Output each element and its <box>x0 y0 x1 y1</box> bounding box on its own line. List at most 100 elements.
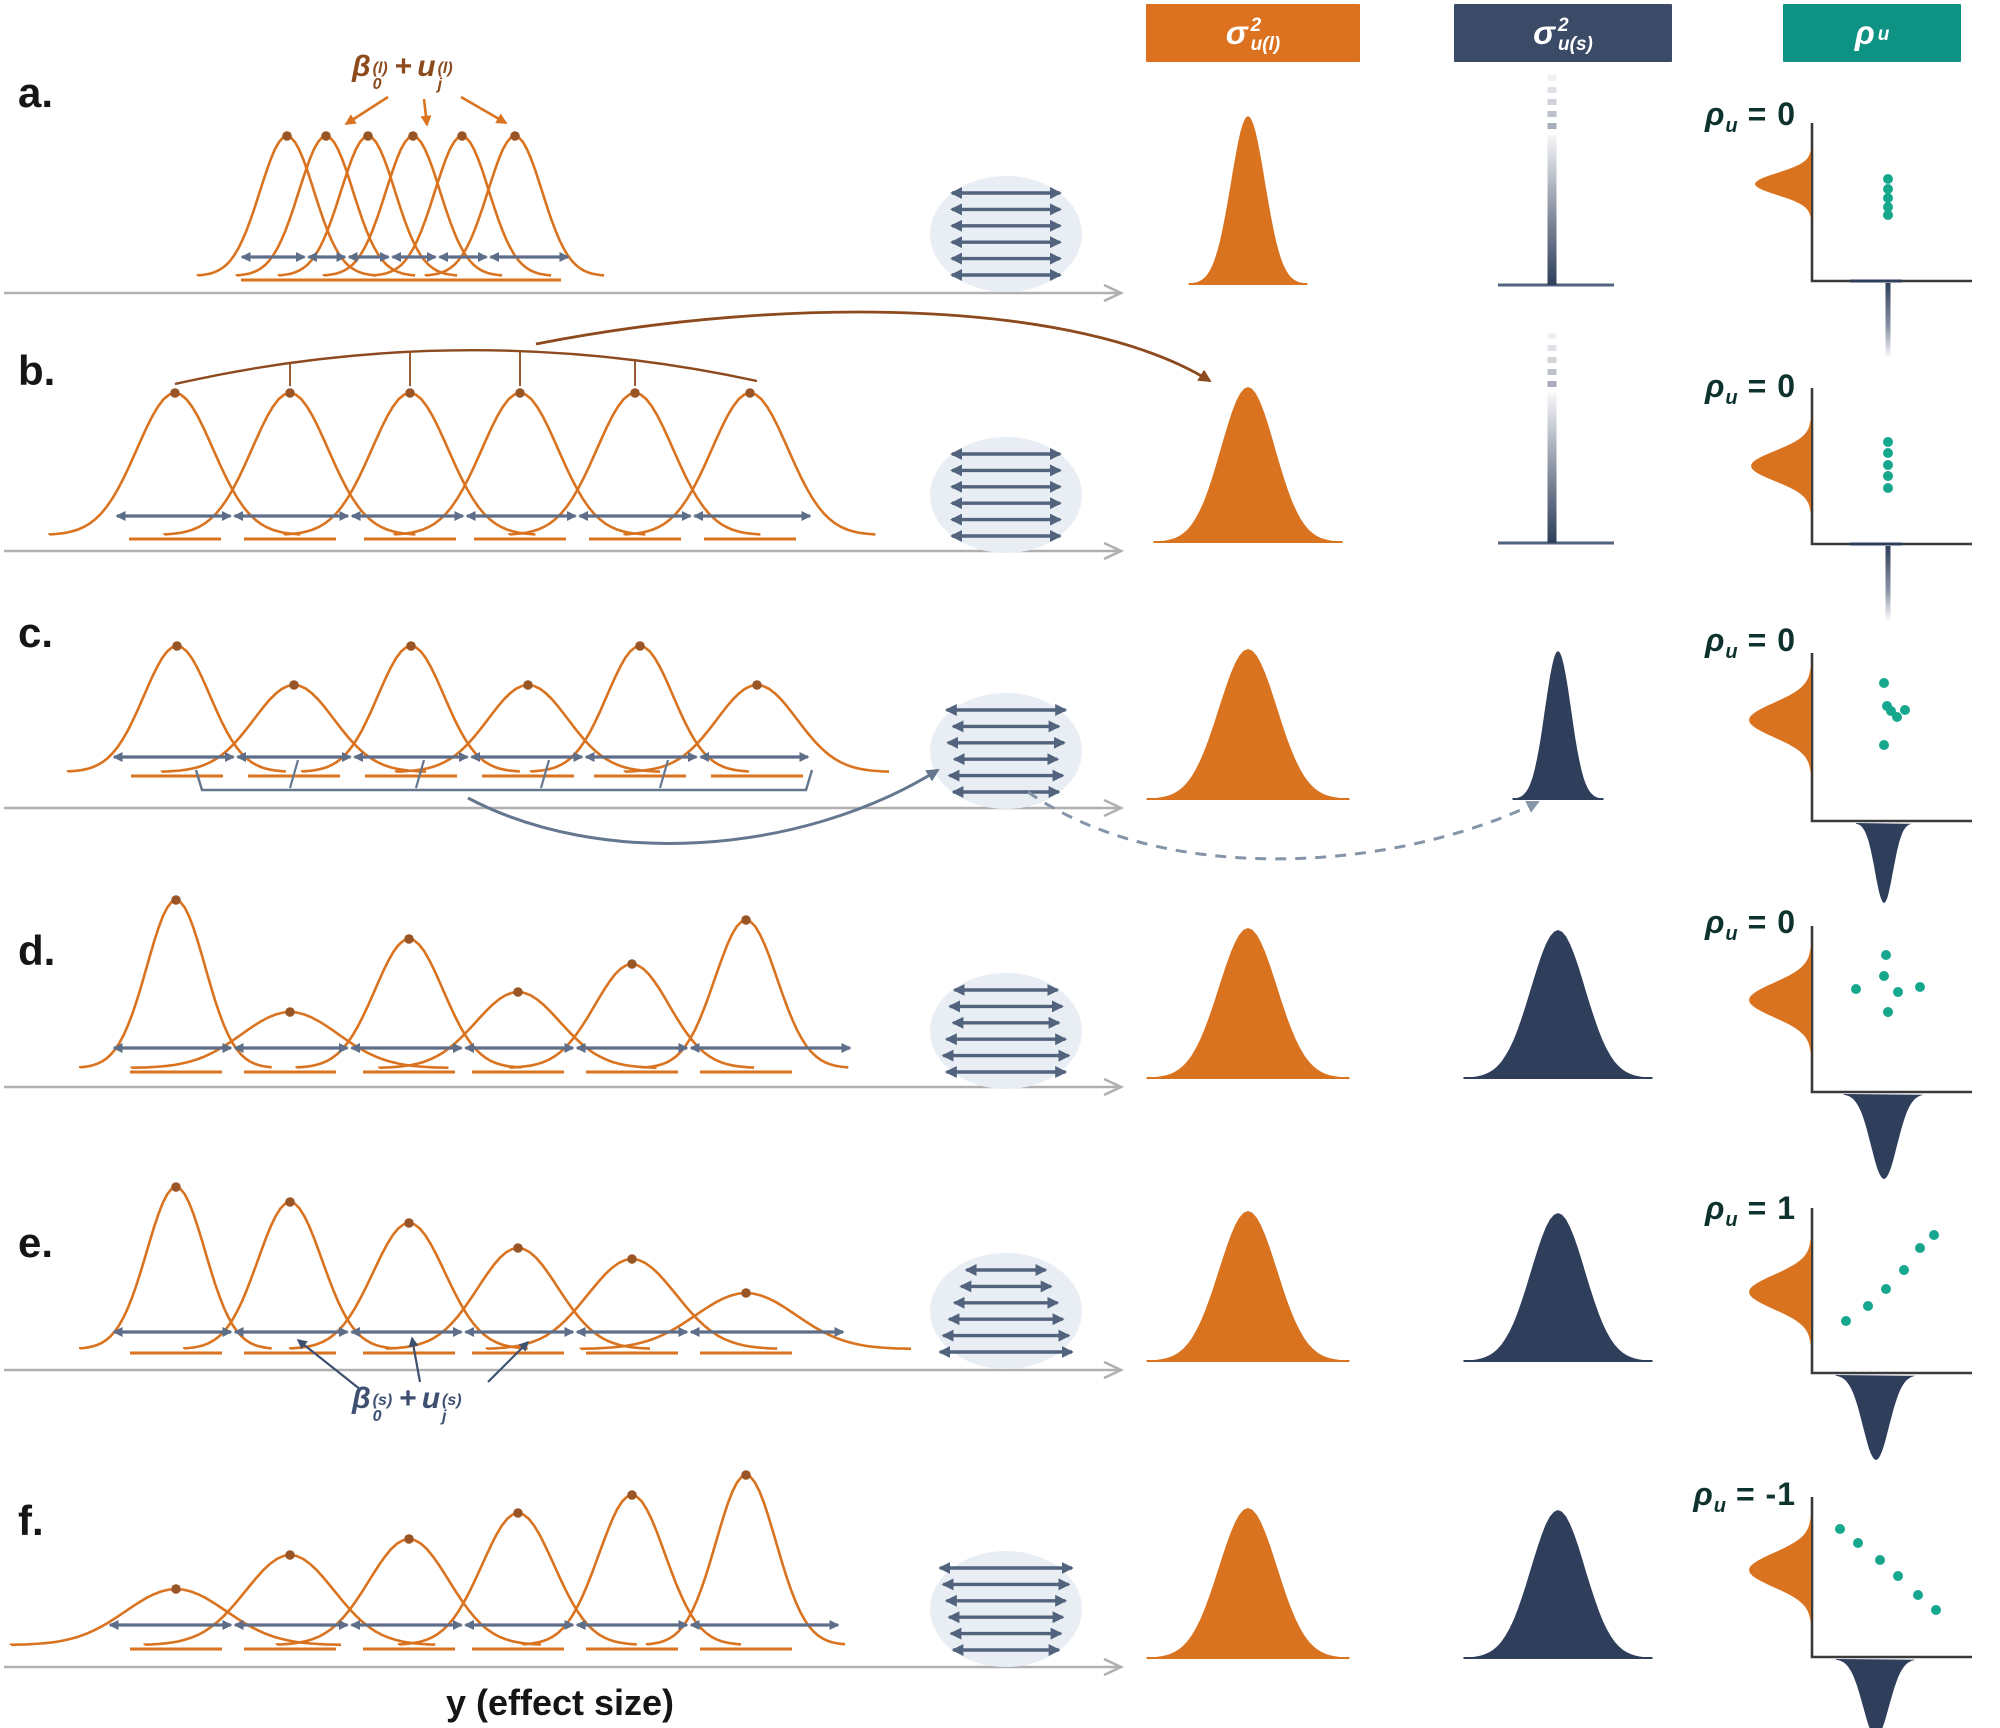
rho-scatter-dot <box>1879 740 1889 750</box>
row-d <box>4 895 1972 1179</box>
rho-plot-navy-marginal <box>1843 1094 1924 1179</box>
curve-peak-dot <box>513 1508 523 1518</box>
curve-peak-dot <box>285 1007 295 1017</box>
sigma-s-density <box>1468 1213 1648 1361</box>
bracket-tick <box>288 759 300 789</box>
rho-scatter-dot <box>1881 950 1891 960</box>
curve-peak-dot <box>289 680 299 690</box>
gaussian-curve <box>579 1291 912 1351</box>
curve-peak-dot <box>363 131 373 141</box>
gaussian-curve <box>378 990 657 1069</box>
curve-peak-dot <box>404 934 414 944</box>
rho-scatter-dot <box>1851 984 1861 994</box>
curve-peak-dot <box>285 1550 295 1560</box>
rho-plot-axes <box>1810 388 1972 546</box>
gaussian-curve <box>529 644 750 773</box>
rho-scatter-dot <box>1835 1524 1845 1534</box>
gaussian-curve <box>623 683 890 773</box>
rho-scatter-dot <box>1853 1538 1863 1548</box>
curve-peak-dot <box>285 388 295 398</box>
rho-plot-axes <box>1810 123 1972 283</box>
curve-peak-dot <box>627 1254 637 1264</box>
bracket-tick <box>658 759 670 789</box>
rho-scatter-dot <box>1883 210 1893 220</box>
rho-plot-axes <box>1810 1208 1972 1375</box>
row-axis-arrowhead <box>1103 1360 1125 1380</box>
beta-s-pointer-arrow <box>408 1336 422 1383</box>
rho-scatter-dot <box>1883 174 1893 184</box>
between-study-bracket <box>194 769 814 792</box>
curve-peak-dot <box>170 388 180 398</box>
curve-peak-dot <box>752 680 762 690</box>
rho-scatter-dot <box>1883 437 1893 447</box>
beta-l-pointer-arrow <box>420 98 432 127</box>
gaussian-curve <box>48 391 301 536</box>
gaussian-curve <box>66 644 287 773</box>
curve-peak-dot <box>627 959 637 969</box>
curve-peak-dot <box>513 987 523 997</box>
bracket-tick <box>414 759 426 789</box>
rho-scatter-dot <box>1915 982 1925 992</box>
gaussian-curve <box>275 1537 542 1646</box>
gaussian-curve <box>322 134 503 277</box>
rho-scatter-dot <box>1841 1316 1851 1326</box>
rho-plot-axes <box>1810 1497 1972 1659</box>
row-a <box>4 75 1972 357</box>
rho-plot-axes <box>1810 926 1972 1094</box>
curve-peak-dot <box>405 388 415 398</box>
curve-peak-dot <box>510 131 520 141</box>
row-b <box>4 310 1972 620</box>
curve-peak-dot <box>171 1182 181 1192</box>
rho-scatter-dot <box>1883 483 1893 493</box>
row-axis-arrowhead <box>1103 1657 1125 1677</box>
curve-peak-dot <box>457 131 467 141</box>
rho-scatter-dot <box>1883 460 1893 470</box>
rho-scatter-dot <box>1883 202 1893 212</box>
rho-scatter-dot <box>1913 1590 1923 1600</box>
rho-scatter-dot <box>1883 1007 1893 1017</box>
sigma-s-density <box>1468 1510 1648 1658</box>
curve-peak-dot <box>741 915 751 925</box>
rho-plot-navy-marginal <box>1835 1659 1916 1728</box>
sigma-l-density <box>1191 116 1305 284</box>
gaussian-curve <box>508 962 755 1069</box>
spike-fade-dash <box>1547 357 1557 363</box>
spike-fade-dash <box>1547 75 1557 81</box>
gaussian-curve <box>394 683 661 773</box>
rho-plot-orange-marginal <box>1749 1517 1811 1623</box>
rho-scatter-dot <box>1875 1555 1885 1565</box>
gaussian-curve <box>288 1221 528 1350</box>
arc-to-sigma-l-arrow <box>535 310 1212 383</box>
sigma-l-density <box>1158 387 1338 542</box>
rho-plot-navy-needle <box>1885 546 1891 620</box>
gaussian-curve <box>642 918 849 1069</box>
rho-plot-navy-marginal <box>1856 823 1912 903</box>
gaussian-curve <box>163 391 416 536</box>
gaussian-curve <box>300 644 521 773</box>
spike-fade-dash <box>1547 381 1557 387</box>
curve-peak-dot <box>741 1470 751 1480</box>
sigma-s-density <box>1468 930 1648 1078</box>
rho-plot-navy-needle <box>1885 283 1891 357</box>
curve-peak-dot <box>404 1534 414 1544</box>
row-axis-arrowhead <box>1103 283 1125 303</box>
curve-peak-dot <box>515 388 525 398</box>
gaussian-curve <box>508 391 761 536</box>
gaussian-curve <box>79 898 272 1069</box>
sigma-l-density <box>1152 649 1344 799</box>
rho-scatter-dot <box>1863 1301 1873 1311</box>
curve-peak-dot <box>172 641 182 651</box>
sigma-s-zero-variance-spike <box>1547 135 1557 285</box>
curve-peak-dot <box>282 131 292 141</box>
rho-scatter-dot <box>1931 1605 1941 1615</box>
sigma-s-zero-variance-spike <box>1547 393 1557 543</box>
rho-scatter-dot <box>1879 678 1889 688</box>
gaussian-curve <box>235 134 416 277</box>
curve-peak-dot <box>630 388 640 398</box>
beta-s-pointer-arrow <box>296 1339 362 1391</box>
means-arc <box>174 349 758 386</box>
curve-peak-dot <box>741 1288 751 1298</box>
row-axis-arrowhead <box>1103 1077 1125 1097</box>
curve-peak-dot <box>627 1490 637 1500</box>
